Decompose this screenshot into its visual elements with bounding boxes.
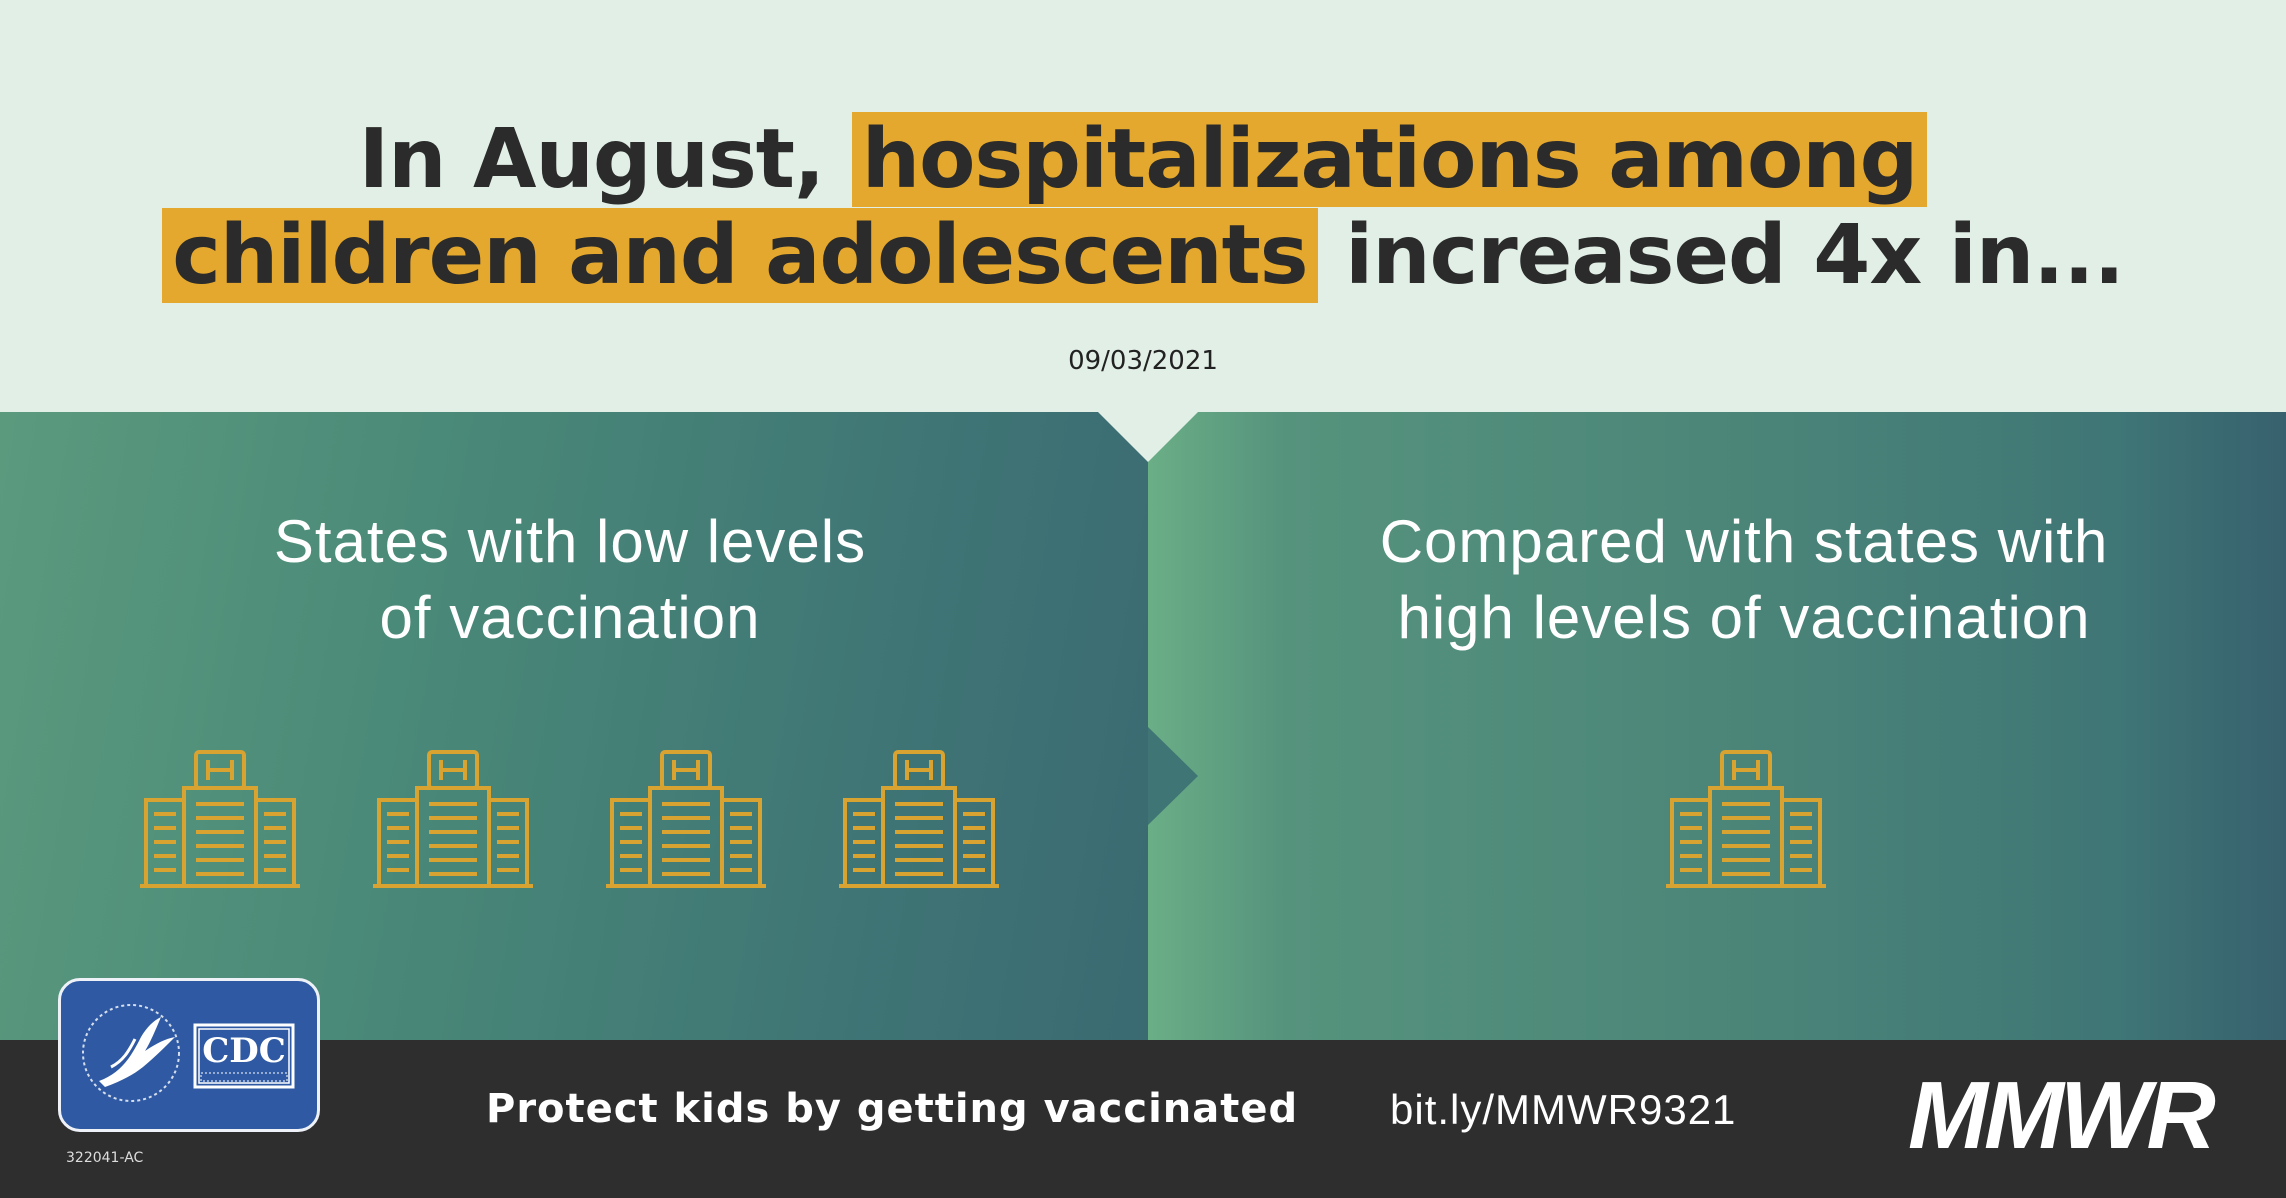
headline-line-1: In August, hospitalizations among — [0, 112, 2286, 208]
hospital-building-icon — [606, 750, 766, 888]
footer-tagline: Protect kids by getting vaccinated — [486, 1086, 1299, 1132]
right-title-line-1: Compared with states with — [1379, 508, 2109, 575]
hospital-building-icon — [839, 750, 999, 888]
cdc-logo: CDC — [58, 978, 320, 1132]
mmwr-logo: MMWR — [1908, 1062, 2216, 1169]
hhs-eagle-icon — [82, 1004, 295, 1102]
headline-prefix: In August, — [358, 112, 826, 207]
publication-date: 09/03/2021 — [1068, 346, 1218, 376]
footer-url[interactable]: bit.ly/MMWR9321 — [1390, 1086, 1737, 1133]
left-panel-title: States with low levels of vaccination — [70, 504, 1070, 656]
headline-line-2: children and adolescents increased 4x in… — [0, 208, 2286, 304]
headline: In August, hospitalizations among childr… — [0, 112, 2286, 304]
left-title-line-1: States with low levels — [273, 508, 867, 575]
hospital-building-icon — [373, 750, 533, 888]
right-panel — [1148, 412, 2286, 1040]
hospital-building-icon — [1666, 750, 1826, 888]
document-code: 322041-AC — [66, 1150, 144, 1166]
headline-suffix: increased 4x in... — [1345, 208, 2125, 303]
panel-divider — [1098, 412, 1198, 825]
left-title-line-2: of vaccination — [379, 584, 761, 651]
footer-bar — [0, 1040, 2286, 1198]
headline-highlight-1: hospitalizations among — [851, 112, 1928, 207]
headline-highlight-2: children and adolescents — [162, 208, 1318, 303]
right-title-line-2: high levels of vaccination — [1397, 584, 2091, 651]
cdc-wordmark: CDC — [202, 1031, 286, 1071]
hospital-building-icon — [140, 750, 300, 888]
right-panel-title: Compared with states with high levels of… — [1244, 504, 2244, 656]
left-panel — [0, 412, 1148, 1040]
